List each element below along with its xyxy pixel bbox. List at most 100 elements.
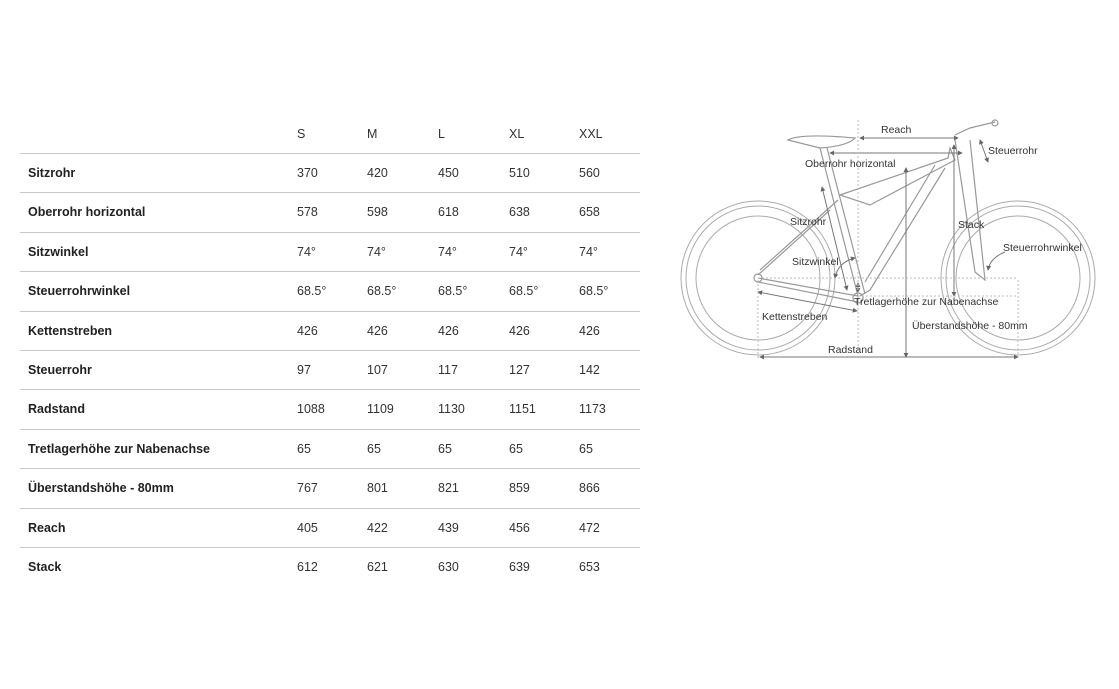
table-row: Oberrohr horizontal 578 598 618 638 658 — [20, 193, 640, 233]
row-value: 1130 — [438, 402, 465, 417]
row-value: 97 — [297, 362, 311, 377]
row-label: Überstandshöhe - 80mm — [28, 481, 174, 496]
dimension-lines — [757, 120, 1019, 360]
row-value: 598 — [367, 205, 388, 220]
size-header: XL — [509, 127, 525, 141]
label-radstand: Radstand — [828, 344, 873, 356]
row-value: 658 — [579, 205, 600, 220]
row-label: Reach — [28, 520, 66, 535]
size-header: M — [367, 127, 378, 141]
table-row: Reach 405 422 439 456 472 — [20, 509, 640, 548]
row-value: 68.5° — [367, 284, 397, 299]
row-value: 767 — [297, 481, 318, 496]
row-value: 426 — [438, 323, 459, 338]
row-value: 472 — [579, 520, 600, 535]
table-row: Sitzrohr 370 420 450 510 560 — [20, 154, 640, 194]
row-value: 68.5° — [438, 284, 468, 299]
row-label: Tretlagerhöhe zur Nabenachse — [28, 441, 211, 456]
label-steuerrohrwinkel: Steuerrohrwinkel — [1003, 242, 1082, 254]
row-value: 510 — [509, 166, 530, 180]
row-value: 426 — [367, 323, 388, 338]
row-label: Oberrohr horizontal — [28, 205, 146, 220]
row-value: 560 — [579, 166, 600, 180]
row-value: 1173 — [579, 402, 606, 417]
row-value: 426 — [509, 323, 530, 338]
row-value: 426 — [579, 323, 600, 338]
row-value: 801 — [367, 481, 388, 496]
label-oberrohr: Oberrohr horizontal — [805, 158, 895, 170]
label-reach: Reach — [881, 124, 912, 136]
row-value: 450 — [438, 166, 459, 180]
row-value: 612 — [297, 559, 318, 574]
row-value: 821 — [438, 481, 459, 496]
label-tretlager: Tretlagerhöhe zur Nabenachse — [854, 296, 999, 308]
label-stack: Stack — [958, 219, 985, 231]
row-label: Kettenstreben — [28, 323, 113, 338]
table-row: Stack 612 621 630 639 653 — [20, 548, 640, 586]
table-row: Steuerrohrwinkel 68.5° 68.5° 68.5° 68.5° 68.5… — [20, 272, 640, 312]
row-value: 74° — [438, 244, 457, 259]
row-value: 439 — [438, 520, 459, 535]
row-value: 618 — [438, 205, 459, 220]
row-label: Stack — [28, 559, 62, 574]
row-value: 65 — [509, 441, 523, 456]
table-row: Radstand 1088 1109 1130 1151 1173 — [20, 390, 640, 430]
row-value: 65 — [579, 441, 593, 456]
row-label: Steuerrohrwinkel — [28, 284, 131, 299]
label-steuerrohr: Steuerrohr — [988, 145, 1038, 157]
size-header: XXL — [579, 127, 603, 141]
row-label: Sitzrohr — [28, 166, 76, 180]
row-value: 68.5° — [297, 284, 327, 299]
table-row: Kettenstreben 426 426 426 426 426 — [20, 312, 640, 351]
row-value: 638 — [509, 205, 530, 220]
diagram-labels: Reach Steuerrohr Oberrohr horizontal Sta… — [762, 124, 1082, 356]
row-value: 456 — [509, 520, 530, 535]
row-value: 370 — [297, 166, 318, 180]
row-value: 107 — [367, 362, 388, 377]
label-sitzrohr: Sitzrohr — [790, 216, 827, 228]
row-value: 621 — [367, 559, 388, 574]
row-value: 117 — [438, 362, 458, 377]
row-value: 653 — [579, 559, 600, 574]
row-value: 859 — [509, 481, 530, 496]
size-header: S — [297, 127, 306, 141]
bike-frame — [753, 119, 999, 304]
label-ueberstand: Überstandshöhe - 80mm — [912, 320, 1028, 332]
row-value: 426 — [297, 323, 318, 338]
row-label: Steuerrohr — [28, 362, 92, 377]
row-value: 405 — [297, 520, 318, 535]
row-value: 1151 — [509, 402, 536, 417]
label-sitzwinkel: Sitzwinkel — [792, 256, 839, 268]
row-value: 74° — [367, 244, 386, 259]
table-header: S M L XL XXL — [20, 114, 640, 154]
row-value: 578 — [297, 205, 318, 220]
row-value: 639 — [509, 559, 530, 574]
row-value: 74° — [579, 244, 598, 259]
row-value: 1109 — [367, 402, 394, 417]
row-value: 68.5° — [509, 284, 539, 299]
row-value: 127 — [509, 362, 530, 377]
table-row: Steuerrohr 97 107 117 127 142 — [20, 351, 640, 391]
table-row: Sitzwinkel 74° 74° 74° 74° 74° — [20, 233, 640, 273]
row-label: Sitzwinkel — [28, 244, 89, 259]
row-value: 866 — [579, 481, 600, 496]
geometry-table: S M L XL XXL Sitzrohr 370 420 450 510 560 Ober… — [20, 114, 640, 586]
row-value: 65 — [367, 441, 381, 456]
row-value: 420 — [367, 166, 388, 180]
row-value: 1088 — [297, 402, 325, 417]
row-value: 142 — [579, 362, 600, 377]
row-value: 630 — [438, 559, 459, 574]
row-value: 68.5° — [579, 284, 609, 299]
table-row: Überstandshöhe - 80mm 767 801 821 859 866 — [20, 469, 640, 509]
label-kettenstreben: Kettenstreben — [762, 311, 828, 323]
table-row: Tretlagerhöhe zur Nabenachse 65 65 65 65 65 — [20, 430, 640, 470]
row-value: 65 — [438, 441, 452, 456]
row-value: 65 — [297, 441, 311, 456]
row-value: 74° — [509, 244, 528, 259]
size-header: L — [438, 127, 445, 141]
row-value: 422 — [367, 520, 388, 535]
row-value: 74° — [297, 244, 316, 259]
row-label: Radstand — [28, 402, 85, 417]
